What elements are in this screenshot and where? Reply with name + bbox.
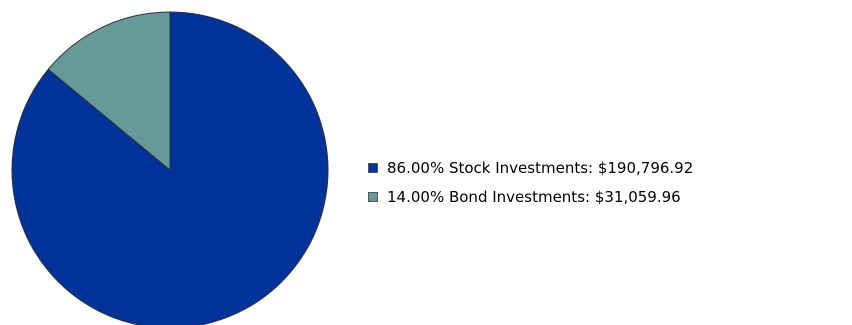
pie-slice-bond-investments xyxy=(47,11,171,172)
chart-legend: 86.00% Stock Investments: $190,796.92 14… xyxy=(368,158,693,216)
legend-label-bond-investments: 14.00% Bond Investments: $31,059.96 xyxy=(387,187,681,206)
legend-item-stock-investments: 86.00% Stock Investments: $190,796.92 xyxy=(368,158,693,177)
legend-label-stock-investments: 86.00% Stock Investments: $190,796.92 xyxy=(387,158,694,177)
pie-plot xyxy=(11,11,329,325)
legend-swatch-bond-investments xyxy=(368,191,378,202)
legend-swatch-stock-investments xyxy=(368,162,378,173)
legend-item-bond-investments: 14.00% Bond Investments: $31,059.96 xyxy=(368,187,693,206)
